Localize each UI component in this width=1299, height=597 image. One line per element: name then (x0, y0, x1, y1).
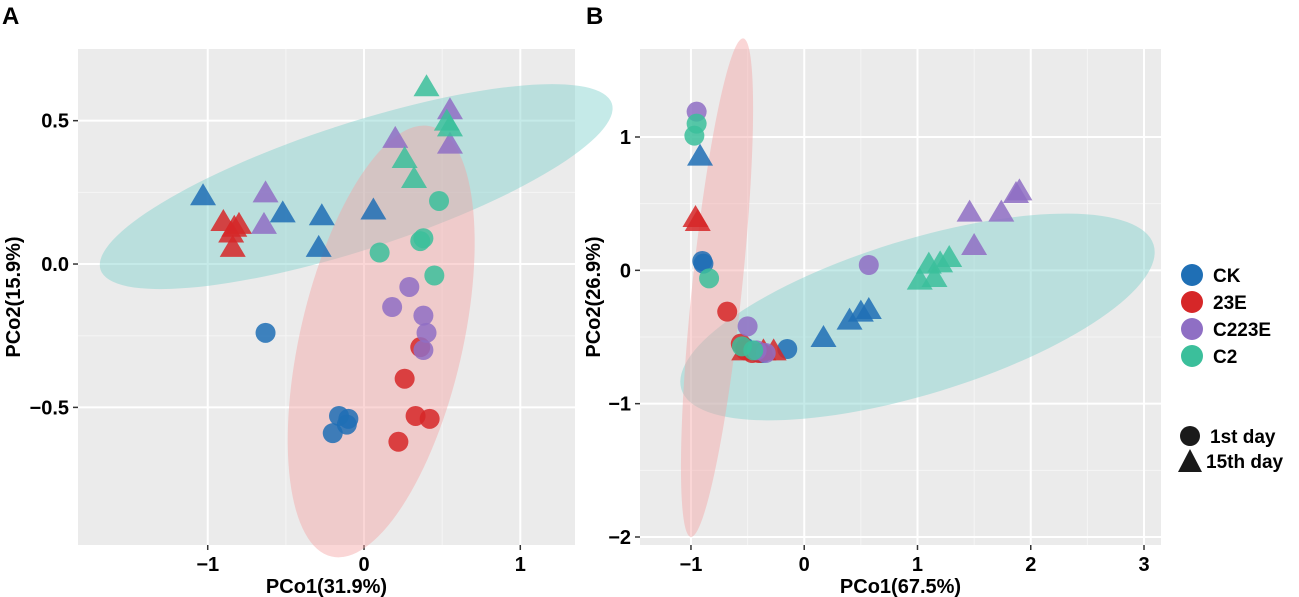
x-tick-label: −1 (196, 554, 219, 576)
point-c2-1st-day (686, 113, 707, 134)
point-c223e-15th-day (436, 97, 463, 120)
point-23e-15th-day (218, 220, 245, 243)
point-23e-15th-day (219, 234, 246, 257)
point-c223e-15th-day (252, 180, 279, 203)
point-c223e-15th-day (956, 199, 983, 222)
point-c223e-1st-day (413, 340, 434, 361)
point-ck-15th-day (269, 200, 296, 223)
point-23e-1st-day (388, 431, 409, 452)
x-tick-label: 0 (799, 554, 810, 576)
point-ck-15th-day (308, 203, 335, 226)
point-ck-15th-day (305, 234, 332, 257)
legend: CK 23E C223E C2 1st day 15th day (1178, 264, 1284, 473)
legend-label-ck: CK (1213, 266, 1241, 287)
point-c223e-1st-day (413, 305, 434, 326)
legend-label-1st-day: 1st day (1210, 427, 1276, 448)
point-c223e-15th-day (436, 131, 463, 154)
point-c2-15th-day (401, 166, 428, 189)
point-c2-1st-day (424, 265, 445, 286)
legend-swatch-c223e (1181, 318, 1203, 340)
point-c2-1st-day (369, 242, 390, 263)
legend-label-15th-day: 15th day (1206, 452, 1284, 473)
y-tick-label: −2 (608, 527, 631, 549)
y-tick-label: −0.5 (30, 397, 69, 419)
point-c2-15th-day (413, 74, 440, 97)
point-23e-1st-day (717, 301, 738, 322)
panel-label-a: A (2, 3, 19, 30)
legend-swatch-c2 (1181, 345, 1203, 367)
point-c2-1st-day (413, 228, 434, 249)
y-axis-title-b: PCo2(26.9%) (583, 236, 605, 357)
panel-label-b: B (586, 3, 603, 30)
point-ck-15th-day (360, 197, 387, 220)
point-c2-1st-day (743, 340, 764, 361)
y-tick-label: 1 (620, 127, 631, 149)
point-c223e-15th-day (1006, 178, 1033, 201)
point-c223e-1st-day (737, 316, 758, 337)
legend-shape-triangle-icon (1178, 449, 1202, 472)
legend-swatch-ck (1181, 264, 1203, 286)
point-c2-15th-day (391, 145, 418, 168)
x-tick-label: 3 (1138, 554, 1149, 576)
y-axis-title-a: PCo2(15.9%) (3, 236, 25, 357)
plot-background-b (640, 49, 1161, 545)
confidence-ellipse-23e (680, 38, 754, 537)
legend-shape-circle-icon (1180, 426, 1200, 446)
legend-swatch-23e (1181, 291, 1203, 313)
y-tick-label: −1 (608, 394, 631, 416)
panel-a-plot: −1 0 1 −0.5 0.0 0.5 PCo1(31.9%) PCo2(15.9%) (3, 49, 613, 597)
point-c223e-15th-day (961, 233, 988, 255)
point-ck-15th-day (836, 307, 863, 330)
y-tick-label: 0 (620, 260, 631, 282)
point-c2-15th-day (921, 265, 948, 287)
point-c223e-1st-day (382, 297, 403, 318)
legend-label-23e: 23E (1213, 293, 1247, 314)
point-c2-15th-day (436, 114, 463, 137)
point-c2-1st-day (429, 190, 450, 211)
point-23e-15th-day (684, 209, 711, 231)
plot-background-a (78, 49, 575, 545)
point-ck-1st-day (322, 423, 343, 444)
point-ck-15th-day (855, 297, 882, 319)
point-ck-15th-day (190, 183, 217, 206)
point-c223e-15th-day (250, 211, 277, 234)
point-c2-15th-day (936, 245, 963, 267)
y-tick-label: 0.5 (41, 111, 69, 133)
x-tick-label: 2 (1025, 554, 1036, 576)
point-c223e-1st-day (416, 322, 437, 343)
point-c223e-1st-day (858, 255, 879, 275)
point-c223e-15th-day (382, 125, 409, 148)
confidence-ellipse-c2 (680, 213, 1155, 421)
point-c223e-1st-day (399, 276, 420, 297)
x-tick-label: 1 (515, 554, 526, 576)
point-ck-15th-day (687, 143, 714, 166)
legend-label-c2: C2 (1213, 347, 1237, 368)
point-c2-1st-day (699, 268, 720, 289)
point-c223e-15th-day (988, 199, 1015, 222)
x-axis-title-b: PCo1(67.5%) (840, 576, 961, 597)
point-ck-15th-day (810, 325, 837, 347)
x-axis-title-a: PCo1(31.9%) (266, 576, 387, 597)
x-tick-label: −1 (680, 554, 703, 576)
point-23e-1st-day (394, 368, 415, 389)
point-23e-1st-day (419, 408, 440, 429)
point-ck-1st-day (255, 322, 276, 343)
x-tick-label: 0 (358, 554, 369, 576)
legend-label-c223e: C223E (1213, 320, 1271, 341)
y-tick-label: 0.0 (41, 254, 69, 276)
x-tick-label: 1 (912, 554, 923, 576)
